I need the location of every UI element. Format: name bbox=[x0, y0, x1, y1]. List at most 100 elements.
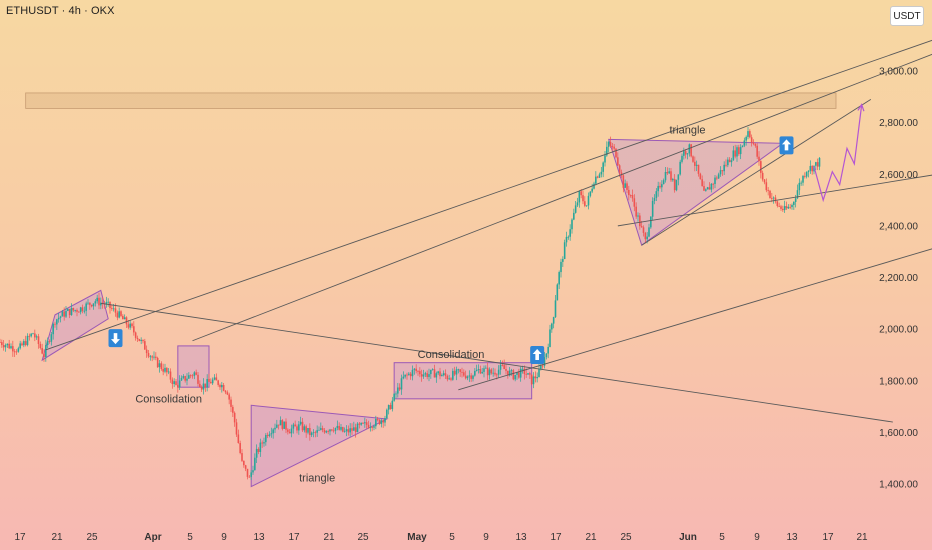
candle-body bbox=[618, 165, 621, 173]
candle-body bbox=[314, 432, 317, 434]
signal-up-icon[interactable] bbox=[530, 345, 545, 364]
candle-body bbox=[701, 179, 703, 187]
candle-body bbox=[675, 179, 678, 191]
candle-body bbox=[125, 317, 128, 325]
candle-body bbox=[261, 442, 263, 444]
candle-body bbox=[655, 191, 658, 198]
candle-body bbox=[620, 172, 623, 176]
candle-body bbox=[530, 374, 533, 385]
candle-body bbox=[477, 369, 480, 371]
candle-body bbox=[206, 378, 208, 388]
candle-body bbox=[131, 323, 133, 327]
candle-body bbox=[650, 216, 652, 228]
candle-body bbox=[452, 370, 454, 380]
candle-body bbox=[479, 369, 482, 374]
candle-body bbox=[28, 335, 31, 337]
candle-body bbox=[217, 380, 219, 385]
candle-body bbox=[496, 374, 498, 376]
candle-body bbox=[426, 373, 428, 377]
candle-body bbox=[34, 333, 36, 338]
candle-body bbox=[589, 191, 592, 196]
candle-body bbox=[74, 310, 76, 311]
candle-body bbox=[288, 431, 291, 434]
x-tick-label: 17 bbox=[288, 532, 300, 543]
candle-body bbox=[248, 476, 251, 478]
candle-body bbox=[283, 421, 285, 429]
y-tick-label: 2,800.00 bbox=[879, 118, 918, 129]
candle-body bbox=[793, 201, 795, 205]
candle-body bbox=[85, 303, 87, 311]
trend-line-2 bbox=[192, 53, 932, 342]
candle-body bbox=[683, 151, 685, 156]
candle-body bbox=[532, 376, 535, 385]
x-tick-label: 9 bbox=[483, 532, 489, 543]
candle-body bbox=[2, 345, 5, 348]
x-tick-label: 17 bbox=[822, 532, 834, 543]
candle-body bbox=[422, 374, 425, 377]
currency-badge[interactable]: USDT bbox=[890, 6, 924, 26]
x-tick-label: 17 bbox=[14, 532, 26, 543]
y-tick-label: 2,200.00 bbox=[879, 273, 918, 284]
candle-body bbox=[83, 310, 86, 312]
x-tick-label: 13 bbox=[515, 532, 527, 543]
candle-body bbox=[617, 157, 619, 166]
candle-body bbox=[413, 368, 416, 370]
candle-body bbox=[728, 159, 731, 163]
candle-body bbox=[668, 171, 670, 174]
candle-body bbox=[540, 365, 542, 370]
candle-body bbox=[24, 341, 27, 346]
signal-up-icon[interactable] bbox=[779, 136, 794, 155]
candle-body bbox=[580, 191, 582, 196]
candle-body bbox=[574, 205, 577, 213]
candle-body bbox=[87, 302, 89, 304]
candle-body bbox=[736, 147, 738, 157]
candle-body bbox=[525, 373, 527, 375]
candle-body bbox=[628, 189, 630, 196]
candle-body bbox=[188, 375, 190, 379]
candle-body bbox=[0, 342, 1, 343]
candle-body bbox=[772, 197, 775, 199]
candle-body bbox=[136, 337, 139, 340]
candle-body bbox=[783, 206, 786, 211]
candle-body bbox=[354, 427, 357, 433]
candle-body bbox=[250, 472, 252, 477]
candle-body bbox=[193, 372, 196, 376]
candle-body bbox=[776, 201, 779, 206]
candle-body bbox=[166, 367, 168, 373]
candle-body bbox=[633, 198, 636, 207]
candle-body bbox=[90, 304, 93, 307]
candle-body bbox=[796, 190, 799, 199]
candle-body bbox=[94, 301, 97, 304]
candle-body bbox=[303, 426, 306, 431]
candle-body bbox=[285, 421, 287, 430]
candle-body bbox=[743, 140, 746, 146]
candle-body bbox=[389, 404, 392, 410]
candle-body bbox=[760, 161, 762, 173]
candle-body bbox=[798, 182, 801, 191]
candle-body bbox=[549, 329, 551, 347]
candle-body bbox=[8, 343, 10, 349]
candle-body bbox=[488, 369, 491, 376]
candle-body bbox=[710, 183, 713, 190]
candle-body bbox=[442, 373, 445, 376]
candle-body bbox=[235, 422, 238, 435]
candle-body bbox=[162, 368, 164, 372]
candle-body bbox=[246, 468, 249, 477]
signal-down-icon[interactable] bbox=[108, 329, 123, 348]
candle-body bbox=[230, 399, 232, 407]
candle-body bbox=[558, 272, 560, 285]
candle-body bbox=[50, 334, 53, 342]
arrow-up-icon bbox=[532, 348, 542, 360]
candle-body bbox=[534, 376, 537, 379]
candle-body bbox=[774, 197, 777, 202]
candle-body bbox=[754, 143, 757, 146]
candle-body bbox=[189, 375, 192, 377]
candle-body bbox=[142, 339, 144, 342]
candle-body bbox=[565, 236, 568, 243]
candle-body bbox=[309, 427, 311, 436]
candle-body bbox=[386, 409, 388, 419]
candle-body bbox=[547, 346, 549, 354]
candle-body bbox=[446, 375, 449, 380]
candle-body bbox=[463, 372, 465, 376]
